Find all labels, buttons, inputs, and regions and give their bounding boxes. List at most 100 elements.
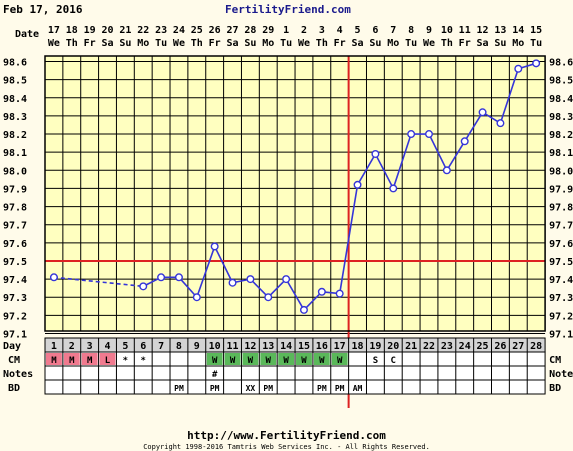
date-label: 11 [459,25,471,36]
cm-cell-fill [242,353,259,365]
cycle-day-label: 10 [209,341,221,352]
y-tick-label-right: 97.4 [549,275,573,286]
cycle-day-label: 8 [176,341,182,352]
y-tick-label-right: 98.2 [549,130,573,141]
cycle-day-label: 4 [104,341,110,352]
weekday-label: Mo [262,38,274,49]
cm-cell-fill [63,353,80,365]
date-label: 6 [372,25,378,36]
cycle-day-label: 5 [122,341,128,352]
y-tick-label-right: 97.8 [549,203,573,214]
weekday-label: We [173,38,185,49]
temperature-point [139,282,148,291]
footer-copyright: Copyright 1998-2016 Tamtris Web Services… [143,443,430,451]
cm-cell-fill [46,353,62,365]
cycle-day-label: 20 [387,341,399,352]
cycle-day-label: 15 [298,341,310,352]
cycle-day-label: 18 [352,341,364,352]
y-tick-label-left: 97.2 [3,311,27,322]
cycle-day-label: 25 [477,341,489,352]
cycle-day-label: 11 [227,341,239,352]
temperature-point [264,293,273,302]
temperature-point [282,275,291,284]
cm-value: M [51,356,57,366]
date-label: 21 [119,25,131,36]
cycle-day-label: 22 [423,341,435,352]
y-tick-label-left: 98.4 [3,94,27,105]
cycle-day-label: 16 [316,341,328,352]
weekday-label: Tu [280,38,292,49]
cm-value: W [337,356,343,366]
cm-cell-fill [296,353,312,365]
weekday-label: Su [369,38,381,49]
bd-row-label-left: BD [8,383,20,394]
weekday-label: We [298,38,310,49]
temperature-point [335,289,344,298]
y-tick-label-right: 97.2 [549,311,573,322]
cm-cell-fill [81,353,98,365]
cm-value: * [141,356,146,366]
date-row-label: Date [15,29,39,40]
weekday-label: Sa [477,38,489,49]
temperature-point [174,273,183,282]
y-tick-label-left: 98.1 [3,148,27,159]
cm-value: W [283,356,289,366]
cycle-day-label: 13 [262,341,274,352]
date-label: 7 [390,25,396,36]
cycle-day-label: 24 [459,341,471,352]
date-label: 1 [283,25,289,36]
weekday-label: We [48,38,60,49]
temperature-line [356,153,377,186]
note-value: # [212,370,218,380]
cm-cell-fill [331,353,348,365]
temperature-point [353,180,362,189]
weekday-label: Fr [84,38,96,49]
cm-cell-fill [313,353,330,365]
weekday-label: We [423,38,435,49]
y-tick-label-left: 97.7 [3,221,27,232]
temperature-line [446,140,466,171]
cm-value: W [230,356,236,366]
weekday-label: Fr [334,38,346,49]
y-tick-label-left: 98.6 [3,58,27,69]
bd-value: PM [174,384,184,393]
weekday-label: Fr [459,38,471,49]
date-label: 8 [408,25,414,36]
date-label: 24 [173,25,185,36]
cm-row-label-left: CM [8,355,20,366]
date-label: 17 [48,25,60,36]
temperature-point [532,59,541,68]
date-label: 12 [477,25,489,36]
temperature-line [428,133,448,171]
temperature-point [460,137,469,146]
weekday-label: Mo [137,38,149,49]
temperature-line [303,291,323,311]
bd-value: AM [353,384,363,393]
cm-value: C [391,356,396,366]
date-label: 9 [426,25,432,36]
weekday-label: Th [66,38,78,49]
bd-value: PM [210,384,220,393]
notes-row-label-left: Notes [3,369,33,380]
date-label: 14 [512,25,524,36]
cm-cell-fill [99,353,116,365]
cycle-day-label: 28 [530,341,542,352]
temperature-line [267,278,287,298]
weekday-label: Tu [405,38,417,49]
y-tick-label-right: 97.7 [549,221,573,232]
cycle-day-label: 27 [512,341,524,352]
date-label: 15 [530,25,542,36]
cm-cell-fill [260,353,277,365]
date-label: 26 [209,25,221,36]
temperature-point [317,287,326,296]
y-tick-label-right: 98.1 [549,148,573,159]
weekday-label: Mo [387,38,399,49]
date-label: 28 [244,25,256,36]
y-tick-label-left: 97.5 [3,257,27,268]
date-label: 18 [66,25,78,36]
weekday-label: Su [244,38,256,49]
y-tick-label-left: 98.2 [3,130,27,141]
cm-value: W [248,356,254,366]
temperature-line [249,278,269,298]
